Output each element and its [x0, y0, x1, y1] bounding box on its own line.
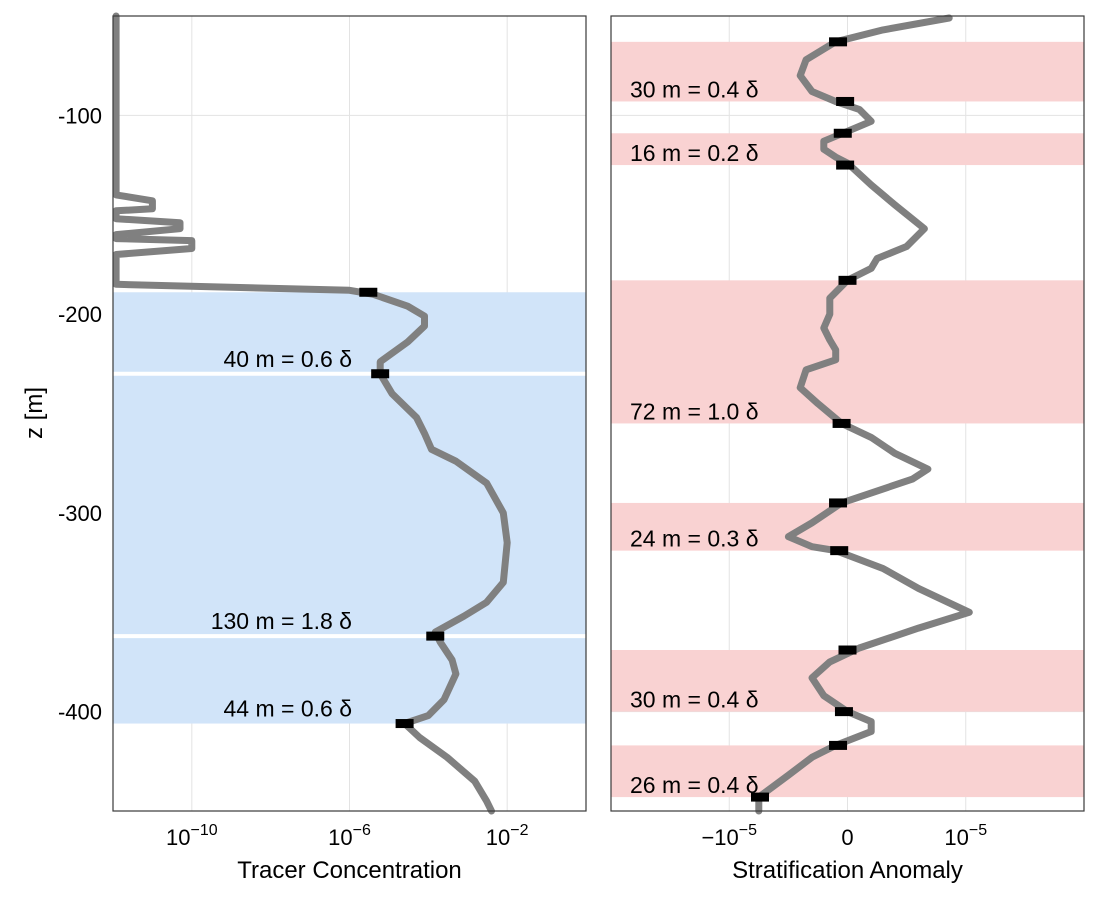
tracer-y-ticks: -100 -200 -300 -400	[58, 103, 102, 724]
tracer-x-ticks: 10−10 10−6 10−2	[166, 822, 529, 850]
stratification-marker	[834, 707, 853, 717]
stratification-marker	[750, 792, 769, 802]
stratification-x-tick-label: −10−5	[701, 822, 757, 850]
stratification-x-tick-label: 10−5	[944, 822, 987, 850]
tracer-marker	[395, 719, 414, 729]
stratification-band-label: 72 m = 1.0 δ	[630, 398, 759, 424]
tracer-marker	[371, 369, 390, 379]
tracer-y-tick-label: -200	[58, 302, 102, 327]
stratification-band	[611, 41, 1084, 102]
tracer-y-tick-label: -100	[58, 103, 102, 128]
stratification-bands	[611, 41, 1084, 798]
tracer-panel: 40 m = 0.6 δ 130 m = 1.8 δ 44 m = 0.6 δ 10…	[21, 12, 587, 884]
tracer-x-axis-label: Tracer Concentration	[237, 857, 462, 884]
stratification-annotations: 30 m = 0.4 δ 16 m = 0.2 δ 72 m = 1.0 δ 24 m…	[630, 76, 759, 798]
tracer-y-axis-label: z [m]	[21, 387, 48, 439]
stratification-band-label: 26 m = 0.4 δ	[630, 772, 759, 798]
stratification-band-label: 30 m = 0.4 δ	[630, 687, 759, 713]
stratification-x-ticks: −10−5 0 10−5	[701, 822, 987, 850]
stratification-x-tick-label: 0	[841, 825, 853, 850]
stratification-band-label: 24 m = 0.3 δ	[630, 526, 759, 552]
stratification-band	[611, 502, 1084, 551]
stratification-marker	[829, 498, 848, 508]
tracer-marker	[426, 631, 445, 641]
stratification-marker	[829, 740, 848, 750]
tracer-band	[113, 292, 586, 374]
stratification-markers	[750, 37, 857, 802]
tracer-x-tick-label: 10−2	[486, 822, 529, 850]
stratification-marker	[838, 645, 857, 655]
tracer-series-line	[112, 12, 511, 815]
tracer-annotations: 40 m = 0.6 δ 130 m = 1.8 δ 44 m = 0.6 δ	[211, 346, 352, 722]
stratification-marker	[836, 96, 855, 106]
stratification-panel: 30 m = 0.4 δ 16 m = 0.2 δ 72 m = 1.0 δ 24 m…	[610, 14, 1085, 884]
tracer-y-tick-label: -400	[58, 700, 102, 725]
stratification-band-label: 16 m = 0.2 δ	[630, 140, 759, 166]
tracer-curve	[112, 12, 511, 815]
tracer-x-tick-label: 10−10	[166, 822, 218, 850]
tracer-bands	[113, 292, 586, 724]
stratification-marker	[830, 546, 849, 556]
stratification-frame	[610, 15, 1085, 812]
stratification-marker	[832, 418, 851, 428]
tracer-frame	[112, 15, 587, 812]
tracer-markers	[359, 287, 445, 729]
tracer-x-tick-label: 10−6	[328, 822, 371, 850]
tracer-band-label: 130 m = 1.8 δ	[211, 608, 352, 634]
stratification-band	[611, 650, 1084, 712]
stratification-x-axis-label: Stratification Anomaly	[732, 857, 963, 884]
stratification-marker	[836, 160, 855, 170]
tracer-band-label: 40 m = 0.6 δ	[223, 346, 352, 372]
tracer-marker	[359, 287, 378, 297]
stratification-marker	[833, 128, 852, 138]
stratification-marker	[838, 275, 857, 285]
tracer-band	[113, 636, 586, 724]
stratification-marker	[829, 37, 848, 47]
stratification-band	[611, 280, 1084, 424]
stratification-band-label: 30 m = 0.4 δ	[630, 76, 759, 102]
tracer-band	[113, 373, 586, 637]
stratification-band	[611, 745, 1084, 798]
tracer-band-label: 44 m = 0.6 δ	[223, 696, 352, 722]
tracer-y-tick-label: -300	[58, 501, 102, 526]
